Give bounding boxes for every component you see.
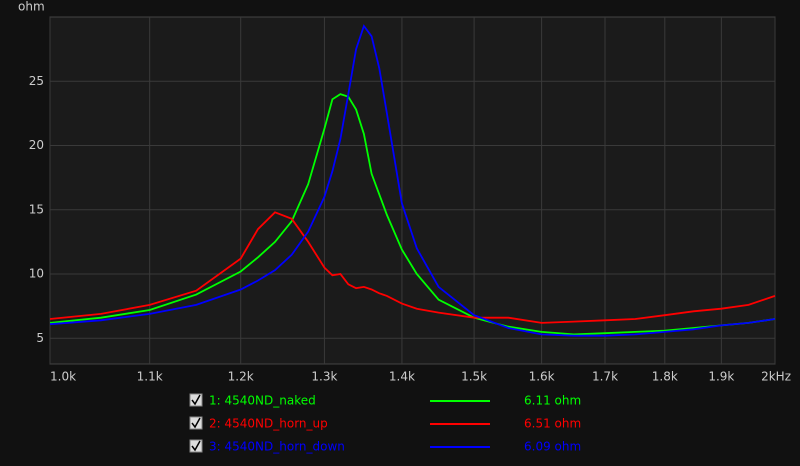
y-tick-label: 10 [29,267,44,281]
x-tick-label: 1.9k [708,370,734,384]
legend-readout: 6.11 ohm [524,394,581,408]
series-line [49,211,776,324]
legend-name[interactable]: 1: 4540ND_naked [209,394,316,408]
series-line [49,24,776,337]
legend-check[interactable] [191,440,201,452]
plot-area [49,16,776,365]
y-tick-label: 20 [29,138,44,152]
x-tick-label: 1.3k [311,370,337,384]
x-tick-label: 1.7k [592,370,618,384]
x-tick-label: 1.4k [389,370,415,384]
x-tick-label: 1.5k [461,370,487,384]
legend-readout: 6.09 ohm [524,440,581,454]
y-axis-label: ohm [18,0,45,14]
legend-name[interactable]: 2: 4540ND_horn_up [209,417,328,431]
x-tick-label: 1.6k [529,370,555,384]
x-tick-label: 2kHz [761,370,791,384]
legend-check[interactable] [191,417,201,429]
y-tick-label: 5 [36,331,44,345]
series-line [49,93,776,336]
x-tick-label: 1.0k [50,370,76,384]
y-tick-label: 15 [29,202,44,216]
y-tick-label: 25 [29,74,44,88]
legend-check[interactable] [191,394,201,406]
legend-readout: 6.51 ohm [524,417,581,431]
legend-name[interactable]: 3: 4540ND_horn_down [209,440,345,454]
x-tick-label: 1.2k [228,370,254,384]
x-tick-label: 1.8k [652,370,678,384]
x-tick-label: 1.1k [137,370,163,384]
